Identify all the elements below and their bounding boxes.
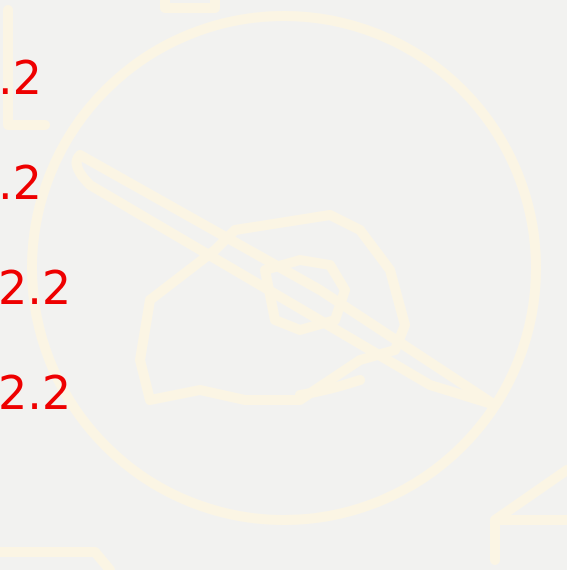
value-text: 2.2 — [0, 260, 71, 316]
watermark — [0, 0, 567, 570]
value-text: .2 — [0, 155, 42, 211]
value-text: 2.2 — [0, 365, 71, 421]
screen: .2.22.22.2 (() => { const data = JSON.pa… — [0, 0, 567, 570]
value-text: .2 — [0, 50, 42, 106]
